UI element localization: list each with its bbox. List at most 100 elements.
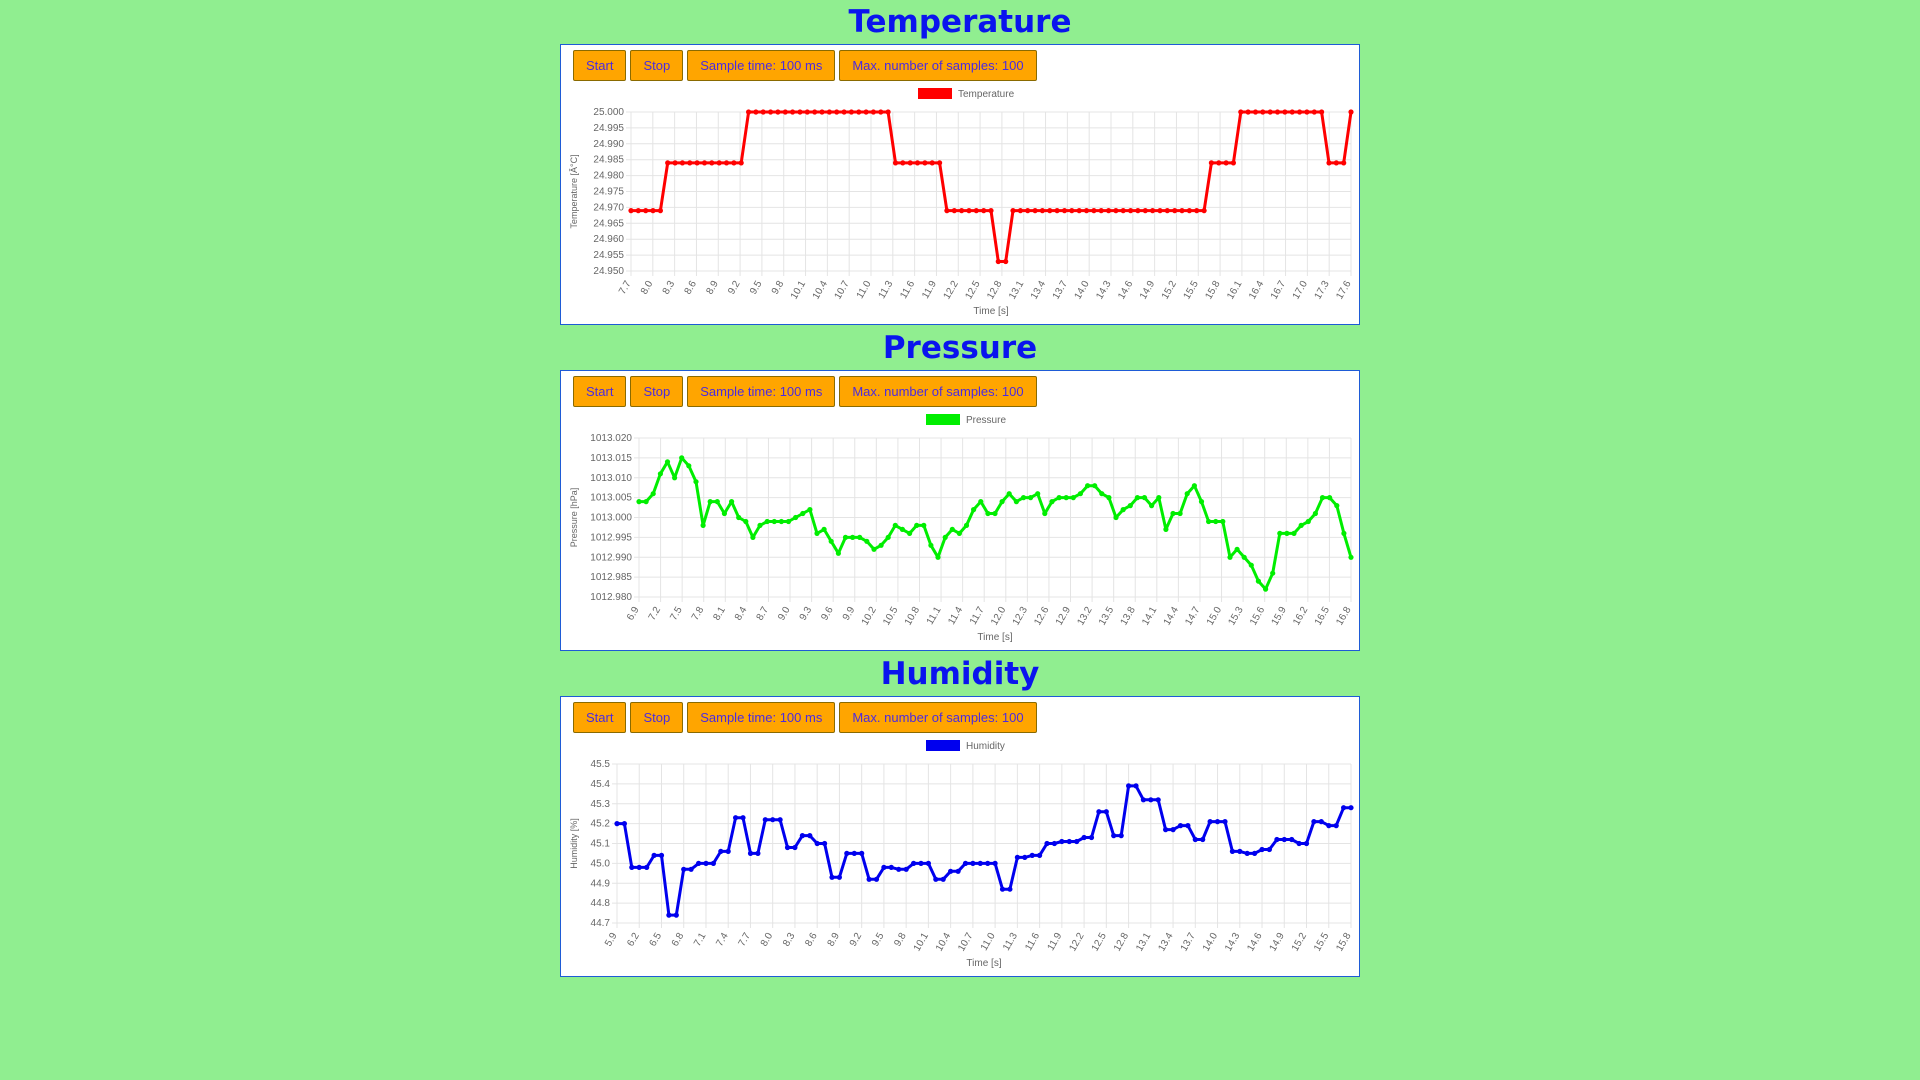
data-point — [740, 815, 745, 820]
data-point — [950, 527, 955, 532]
data-point — [1096, 809, 1101, 814]
x-tick-label: 6.2 — [625, 931, 642, 949]
data-point — [733, 815, 738, 820]
data-point — [893, 160, 898, 165]
x-tick-label: 9.0 — [776, 605, 793, 623]
data-point — [1187, 208, 1192, 213]
x-tick-label: 5.9 — [603, 931, 620, 949]
x-tick-label: 14.1 — [1140, 605, 1159, 628]
data-point — [1206, 519, 1211, 524]
data-point — [1319, 819, 1324, 824]
data-point — [1042, 511, 1047, 516]
x-tick-label: 13.5 — [1097, 605, 1116, 628]
x-tick-label: 12.2 — [1067, 931, 1086, 954]
data-point — [761, 109, 766, 114]
x-tick-label: 11.3 — [877, 279, 896, 301]
max-samples-button[interactable]: Max. number of samples: 100 — [839, 376, 1036, 407]
data-point — [711, 861, 716, 866]
sample-time-button[interactable]: Sample time: 100 ms — [687, 702, 835, 733]
data-point — [1200, 837, 1205, 842]
toolbar: Start Stop Sample time: 100 ms Max. numb… — [573, 376, 1037, 407]
y-tick-label: 45.2 — [591, 819, 611, 830]
x-tick-label: 10.5 — [881, 605, 900, 628]
legend-label: Temperature — [958, 89, 1015, 100]
stop-button[interactable]: Stop — [630, 702, 683, 733]
x-tick-label: 13.7 — [1179, 931, 1198, 954]
data-point — [659, 853, 664, 858]
pressure-section: Pressure Start Stop Sample time: 100 ms … — [560, 326, 1360, 370]
x-axis-label: Time [s] — [966, 958, 1001, 969]
sample-time-button[interactable]: Sample time: 100 ms — [687, 376, 835, 407]
max-samples-button[interactable]: Max. number of samples: 100 — [839, 50, 1036, 81]
stop-button[interactable]: Stop — [630, 50, 683, 81]
data-point — [805, 109, 810, 114]
temperature-chart: Temperature 25.000 24.995 24.990 24.985 24.98… — [561, 84, 1359, 324]
data-point — [1209, 160, 1214, 165]
x-tick-label: 11.1 — [925, 605, 944, 627]
data-point — [879, 543, 884, 548]
stop-button[interactable]: Stop — [630, 376, 683, 407]
data-point — [1033, 208, 1038, 213]
data-point — [702, 160, 707, 165]
data-point — [1064, 495, 1069, 500]
data-point — [674, 913, 679, 918]
sample-time-button[interactable]: Sample time: 100 ms — [687, 50, 835, 81]
x-tick-label: 8.6 — [683, 279, 700, 297]
data-point — [1334, 503, 1339, 508]
x-tick-label: 13.7 — [1051, 279, 1070, 302]
data-point — [673, 160, 678, 165]
start-button[interactable]: Start — [573, 702, 626, 733]
x-tick-label: 9.2 — [848, 931, 865, 949]
data-point — [703, 861, 708, 866]
data-point — [1022, 855, 1027, 860]
x-tick-label: 16.1 — [1225, 279, 1244, 302]
data-point — [918, 861, 923, 866]
data-point — [1334, 823, 1339, 828]
x-tick-label: 8.3 — [661, 279, 678, 297]
data-point — [1202, 208, 1207, 213]
data-point — [755, 851, 760, 856]
data-point — [843, 535, 848, 540]
data-point — [1089, 835, 1094, 840]
data-point — [1143, 208, 1148, 213]
x-tick-label: 13.8 — [1119, 605, 1138, 628]
data-point — [792, 845, 797, 850]
temperature-section: Temperature Start Stop Sample time: 100 … — [560, 0, 1360, 44]
start-button[interactable]: Start — [573, 376, 626, 407]
data-point — [644, 499, 649, 504]
data-point — [1067, 839, 1072, 844]
max-samples-button[interactable]: Max. number of samples: 100 — [839, 702, 1036, 733]
y-tick-label: 24.950 — [593, 266, 624, 277]
data-point — [1128, 208, 1133, 213]
data-point — [957, 531, 962, 536]
x-tick-label: 13.4 — [1029, 279, 1048, 302]
data-point — [785, 845, 790, 850]
y-tick-label: 45.1 — [591, 839, 611, 850]
y-tick-label: 1012.985 — [590, 572, 632, 583]
data-point — [665, 459, 670, 464]
data-point — [1018, 208, 1023, 213]
data-point — [743, 519, 748, 524]
data-point — [1059, 839, 1064, 844]
data-point — [886, 109, 891, 114]
data-point — [952, 208, 957, 213]
data-point — [850, 535, 855, 540]
chart-panel: Start Stop Sample time: 100 ms Max. numb… — [560, 696, 1360, 977]
data-point — [1135, 208, 1140, 213]
y-tick-label: 24.970 — [593, 202, 624, 213]
data-point — [1304, 841, 1309, 846]
x-tick-label: 10.8 — [903, 605, 922, 628]
data-point — [814, 531, 819, 536]
data-point — [859, 851, 864, 856]
data-point — [1245, 851, 1250, 856]
start-button[interactable]: Start — [573, 50, 626, 81]
data-point — [1290, 109, 1295, 114]
data-point — [1121, 208, 1126, 213]
data-point — [1341, 531, 1346, 536]
data-point — [1320, 495, 1325, 500]
data-point — [852, 851, 857, 856]
data-point — [1260, 109, 1265, 114]
data-point — [1312, 109, 1317, 114]
data-point — [717, 160, 722, 165]
data-point — [857, 535, 862, 540]
